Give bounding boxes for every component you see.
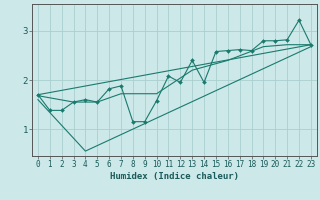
X-axis label: Humidex (Indice chaleur): Humidex (Indice chaleur): [110, 172, 239, 181]
